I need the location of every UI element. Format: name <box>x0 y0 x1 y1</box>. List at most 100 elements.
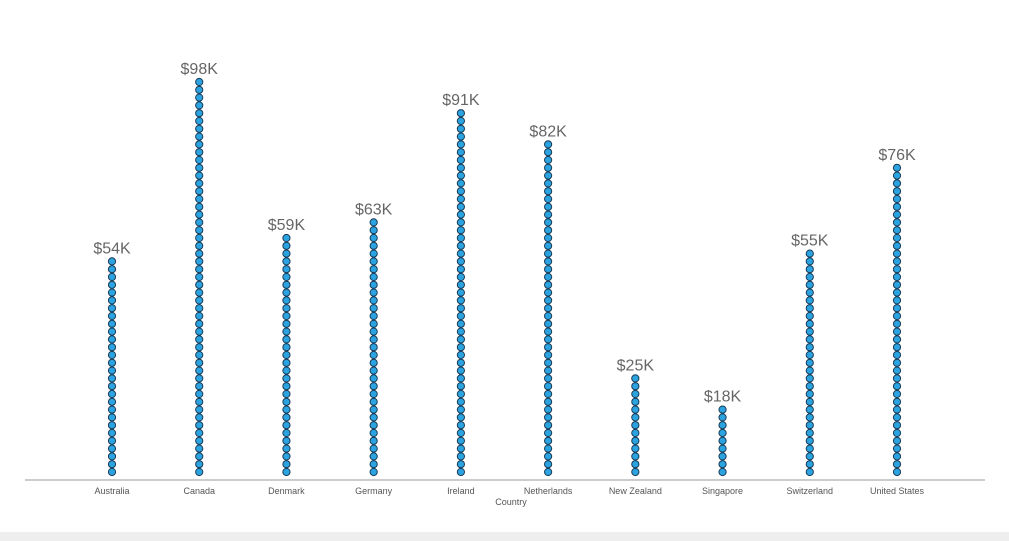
dot[interactable] <box>805 249 814 258</box>
dot[interactable] <box>544 389 553 399</box>
dot[interactable] <box>107 421 117 430</box>
dot[interactable] <box>631 382 640 391</box>
dot[interactable] <box>282 233 291 243</box>
dot[interactable] <box>107 257 117 266</box>
dot[interactable] <box>107 319 117 328</box>
dot[interactable] <box>892 335 902 344</box>
dot[interactable] <box>456 467 465 477</box>
dot[interactable] <box>718 452 727 461</box>
dot[interactable] <box>631 389 640 399</box>
dot[interactable] <box>369 272 378 282</box>
dot[interactable] <box>195 444 204 453</box>
dot[interactable] <box>805 350 814 360</box>
dot[interactable] <box>892 311 902 321</box>
dot[interactable] <box>544 421 553 430</box>
dot[interactable] <box>544 304 553 313</box>
dot[interactable] <box>544 171 553 180</box>
dot[interactable] <box>892 343 902 352</box>
dot[interactable] <box>195 358 204 367</box>
dot[interactable] <box>369 233 378 243</box>
dot[interactable] <box>805 272 814 282</box>
dot[interactable] <box>718 460 727 469</box>
dot[interactable] <box>369 452 378 461</box>
dot[interactable] <box>456 421 465 430</box>
dot[interactable] <box>544 374 553 383</box>
dot-column-canada[interactable] <box>195 77 204 477</box>
dot[interactable] <box>544 327 553 336</box>
dot-column-ireland[interactable] <box>456 109 465 477</box>
dot[interactable] <box>107 288 117 297</box>
dot[interactable] <box>195 366 204 375</box>
dot[interactable] <box>805 374 814 383</box>
dot[interactable] <box>107 413 117 422</box>
dot[interactable] <box>195 397 204 406</box>
dot[interactable] <box>369 366 378 375</box>
dot[interactable] <box>892 405 902 414</box>
dot[interactable] <box>369 249 378 258</box>
dot[interactable] <box>456 179 465 188</box>
dot[interactable] <box>369 389 378 399</box>
dot[interactable] <box>369 413 378 422</box>
dot[interactable] <box>195 335 204 344</box>
dot[interactable] <box>195 93 204 102</box>
dot[interactable] <box>544 452 553 461</box>
dot[interactable] <box>195 436 204 445</box>
dot[interactable] <box>282 436 291 445</box>
dot[interactable] <box>892 366 902 375</box>
dot[interactable] <box>282 265 291 274</box>
dot[interactable] <box>544 249 553 258</box>
dot[interactable] <box>195 389 204 399</box>
dot[interactable] <box>195 311 204 321</box>
dot[interactable] <box>892 202 902 211</box>
dot[interactable] <box>631 436 640 445</box>
dot[interactable] <box>892 288 902 297</box>
dot[interactable] <box>456 319 465 328</box>
dot[interactable] <box>805 421 814 430</box>
dot[interactable] <box>892 194 902 204</box>
dot[interactable] <box>544 179 553 188</box>
dot[interactable] <box>107 343 117 352</box>
dot[interactable] <box>369 405 378 414</box>
dot[interactable] <box>544 444 553 453</box>
dot[interactable] <box>195 187 204 196</box>
dot[interactable] <box>631 467 640 477</box>
dot[interactable] <box>282 467 291 477</box>
dot[interactable] <box>805 444 814 453</box>
dot[interactable] <box>369 327 378 336</box>
dot[interactable] <box>805 382 814 391</box>
dot-column-netherlands[interactable] <box>544 140 553 477</box>
dot[interactable] <box>544 358 553 367</box>
dot[interactable] <box>805 467 814 477</box>
dot[interactable] <box>456 116 465 126</box>
dot[interactable] <box>892 467 902 477</box>
dot[interactable] <box>282 428 291 438</box>
dot[interactable] <box>805 311 814 321</box>
dot[interactable] <box>107 428 117 438</box>
dot[interactable] <box>892 413 902 422</box>
dot[interactable] <box>195 109 204 118</box>
dot[interactable] <box>805 358 814 367</box>
dot[interactable] <box>369 280 378 289</box>
dot[interactable] <box>282 405 291 414</box>
dot[interactable] <box>456 132 465 141</box>
dot[interactable] <box>544 265 553 274</box>
dot[interactable] <box>892 179 902 188</box>
dot[interactable] <box>107 436 117 445</box>
dot[interactable] <box>631 421 640 430</box>
dot[interactable] <box>456 187 465 196</box>
dot[interactable] <box>195 319 204 328</box>
dot[interactable] <box>456 155 465 165</box>
dot[interactable] <box>456 202 465 211</box>
dot[interactable] <box>282 460 291 469</box>
dot[interactable] <box>456 218 465 227</box>
dot[interactable] <box>544 272 553 282</box>
dot[interactable] <box>369 436 378 445</box>
dot[interactable] <box>195 350 204 360</box>
dot-column-denmark[interactable] <box>282 233 291 477</box>
dot[interactable] <box>805 319 814 328</box>
dot[interactable] <box>456 444 465 453</box>
dot[interactable] <box>282 366 291 375</box>
dot[interactable] <box>282 335 291 344</box>
dot[interactable] <box>107 280 117 289</box>
dot[interactable] <box>544 428 553 438</box>
